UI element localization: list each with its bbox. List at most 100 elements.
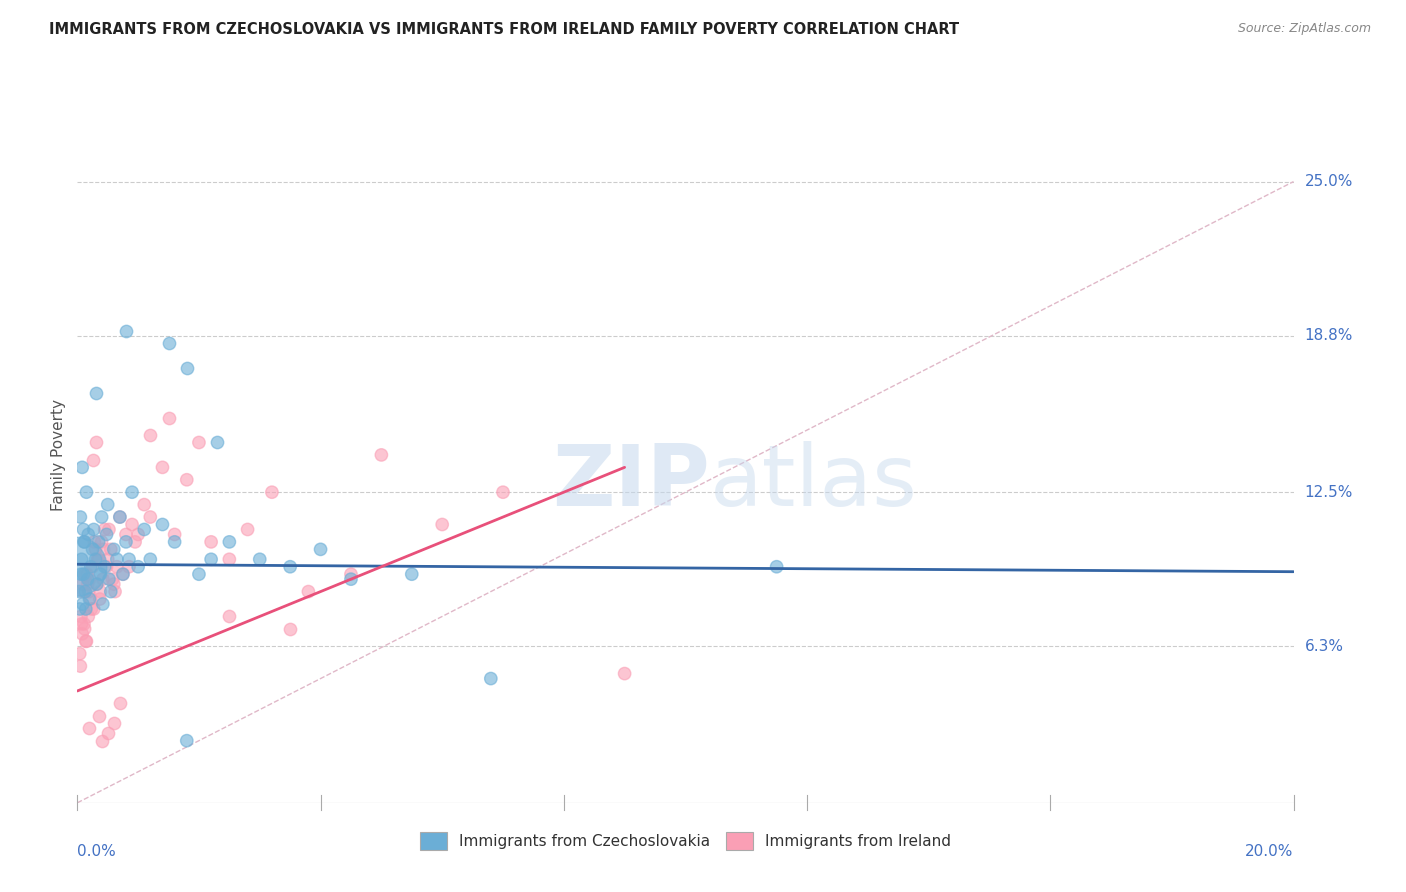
Point	[93, 523, 115, 537]
Point	[139, 428, 162, 442]
Text: 25.0%: 25.0%	[1305, 174, 1353, 189]
Point	[127, 559, 149, 574]
Point	[69, 602, 91, 616]
Point	[77, 527, 100, 541]
Point	[139, 552, 162, 566]
Point	[236, 523, 259, 537]
Point	[100, 584, 122, 599]
Point	[91, 597, 114, 611]
Point	[260, 485, 283, 500]
Point	[105, 559, 128, 574]
Point	[115, 324, 138, 338]
Point	[72, 584, 94, 599]
Point	[80, 592, 103, 607]
Point	[118, 552, 141, 566]
Point	[97, 523, 120, 537]
Point	[84, 385, 107, 400]
Point	[89, 584, 111, 599]
Point	[69, 647, 91, 661]
Point	[100, 542, 122, 557]
Point	[75, 567, 97, 582]
Point	[176, 733, 198, 747]
Point	[97, 726, 120, 740]
Point	[83, 523, 105, 537]
Point	[70, 616, 93, 631]
Point	[89, 592, 111, 607]
Point	[163, 527, 186, 541]
Point	[127, 527, 149, 541]
Point	[84, 552, 107, 566]
Text: atlas: atlas	[710, 442, 918, 524]
Point	[108, 510, 131, 524]
Point	[76, 567, 98, 582]
Text: 18.8%: 18.8%	[1305, 328, 1353, 343]
Point	[103, 542, 125, 557]
Point	[401, 567, 423, 582]
Point	[79, 592, 101, 607]
Point	[430, 517, 453, 532]
Point	[86, 552, 108, 566]
Point	[76, 572, 98, 586]
Point	[139, 510, 162, 524]
Point	[66, 559, 89, 574]
Point	[70, 627, 93, 641]
Point	[218, 609, 240, 624]
Point	[80, 602, 103, 616]
Point	[108, 510, 131, 524]
Point	[218, 534, 240, 549]
Point	[152, 460, 174, 475]
Point	[90, 510, 112, 524]
Point	[70, 609, 93, 624]
Point	[121, 485, 143, 500]
Point	[492, 485, 515, 500]
Point	[103, 716, 125, 731]
Point	[91, 572, 114, 586]
Point	[200, 534, 222, 549]
Point	[86, 577, 108, 591]
Text: ZIP: ZIP	[553, 442, 710, 524]
Text: IMMIGRANTS FROM CZECHOSLOVAKIA VS IMMIGRANTS FROM IRELAND FAMILY POVERTY CORRELA: IMMIGRANTS FROM CZECHOSLOVAKIA VS IMMIGR…	[49, 22, 959, 37]
Point	[84, 542, 107, 557]
Point	[96, 527, 118, 541]
Point	[80, 559, 103, 574]
Point	[115, 534, 138, 549]
Point	[82, 453, 104, 467]
Point	[370, 448, 392, 462]
Point	[340, 567, 363, 582]
Point	[163, 534, 186, 549]
Point	[309, 542, 332, 557]
Point	[77, 584, 100, 599]
Point	[97, 498, 120, 512]
Point	[75, 602, 97, 616]
Point	[205, 435, 228, 450]
Point	[134, 498, 156, 512]
Point	[73, 616, 96, 631]
Text: 12.5%: 12.5%	[1305, 484, 1353, 500]
Point	[118, 559, 141, 574]
Point	[176, 360, 198, 375]
Point	[176, 473, 198, 487]
Point	[111, 567, 134, 582]
Point	[70, 567, 93, 582]
Point	[67, 584, 90, 599]
Point	[200, 552, 222, 566]
Point	[79, 572, 101, 586]
Point	[72, 597, 94, 611]
Point	[75, 485, 97, 500]
Point	[84, 435, 107, 450]
Text: Source: ZipAtlas.com: Source: ZipAtlas.com	[1237, 22, 1371, 36]
Point	[90, 534, 112, 549]
Point	[82, 542, 104, 557]
Point	[83, 534, 105, 549]
Point	[87, 552, 110, 566]
Point	[75, 634, 97, 648]
Point	[613, 666, 636, 681]
Point	[157, 336, 180, 351]
Point	[218, 552, 240, 566]
Point	[93, 542, 115, 557]
Point	[73, 534, 96, 549]
Point	[278, 559, 301, 574]
Point	[75, 584, 97, 599]
Point	[157, 410, 180, 425]
Point	[96, 559, 118, 574]
